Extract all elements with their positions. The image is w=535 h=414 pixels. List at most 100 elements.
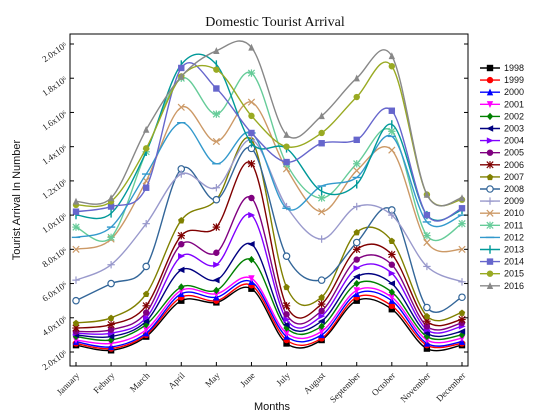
data-point [282, 321, 290, 328]
data-point [213, 286, 220, 295]
legend-marker [486, 209, 494, 217]
data-point [177, 231, 185, 240]
data-point [353, 273, 360, 280]
data-point [142, 125, 150, 133]
data-point [248, 112, 255, 120]
data-point [423, 211, 431, 219]
series-line-2012 [75, 122, 463, 239]
data-point [318, 112, 325, 120]
data-point [388, 127, 396, 135]
legend-marker [486, 101, 494, 108]
data-point [213, 249, 220, 256]
legend-marker [486, 221, 494, 229]
data-point [72, 223, 80, 231]
data-point [283, 316, 291, 323]
legend-label: 2009 [504, 196, 524, 206]
data-point [423, 345, 431, 352]
data-point [283, 158, 290, 166]
data-point [353, 74, 360, 82]
data-point [142, 219, 150, 228]
legend-item-2000: 2000 [480, 87, 524, 97]
data-point [107, 194, 115, 202]
data-point [283, 143, 290, 150]
data-point [388, 63, 396, 70]
x-tick-label: December [434, 370, 467, 403]
legend-item-2011: 2011 [480, 220, 523, 230]
data-point [423, 190, 431, 198]
legend-marker [486, 161, 494, 169]
data-point [423, 323, 431, 330]
legend-label: 2007 [504, 172, 524, 182]
data-point [142, 290, 150, 298]
y-tick-label: 2.0x10⁶ [40, 348, 69, 372]
data-point [142, 262, 150, 271]
data-point [212, 223, 221, 231]
legend-label: 2002 [504, 111, 524, 121]
legend-item-2015: 2015 [480, 269, 524, 279]
legend-label: 2010 [504, 208, 524, 218]
data-point [352, 238, 361, 247]
data-point [107, 333, 115, 340]
data-point [458, 309, 466, 316]
data-point [72, 245, 80, 253]
data-point [318, 294, 325, 301]
data-point [248, 211, 256, 219]
data-point [107, 326, 115, 333]
data-point [247, 241, 255, 248]
legend-marker [486, 197, 494, 205]
data-point [423, 238, 431, 247]
legend-marker [486, 282, 494, 289]
data-point [283, 130, 290, 138]
legend-item-1999: 1999 [480, 75, 524, 85]
legend-label: 2003 [504, 124, 524, 134]
data-point [212, 137, 220, 146]
data-point [388, 146, 396, 154]
data-point [178, 217, 185, 224]
legend-item-2008: 2008 [480, 184, 524, 194]
data-point [177, 266, 185, 274]
data-point [212, 110, 221, 118]
y-tick-label: 1.6x10⁶ [40, 108, 69, 132]
legend-marker [486, 88, 494, 96]
data-point [212, 195, 221, 204]
x-tick-label: November [398, 370, 432, 404]
data-point [178, 72, 185, 80]
legend-item-2005: 2005 [480, 148, 524, 158]
data-point [213, 261, 221, 268]
data-point [317, 318, 325, 325]
legend-item-2013: 2013 [480, 245, 524, 255]
data-point [213, 47, 220, 55]
x-tick-label: March [128, 370, 152, 394]
data-point [178, 283, 185, 291]
series-line-2006 [75, 161, 463, 329]
data-point [317, 235, 326, 243]
data-point [178, 64, 185, 72]
x-tick-label: October [370, 370, 398, 398]
data-point [353, 264, 361, 272]
series-2001 [72, 275, 466, 348]
y-tick-label: 1.8x10⁶ [40, 74, 69, 98]
legend-item-2007: 2007 [480, 172, 524, 182]
data-point [353, 245, 361, 254]
legend-item-2001: 2001 [480, 99, 524, 109]
data-point [107, 203, 115, 210]
legend-marker [486, 112, 494, 121]
series-2008 [72, 144, 466, 313]
data-point [282, 302, 291, 310]
series-2014 [72, 61, 466, 222]
legend-label: 2006 [504, 160, 524, 170]
legend-item-2010: 2010 [480, 208, 524, 218]
legend-item-2009: 2009 [480, 196, 524, 206]
data-point [107, 314, 115, 321]
data-point [212, 276, 220, 284]
legend-marker [486, 137, 494, 144]
data-point [248, 285, 255, 292]
data-point [423, 303, 431, 312]
data-point [318, 322, 325, 331]
data-point [283, 283, 290, 291]
data-point [142, 326, 150, 334]
data-point [388, 52, 396, 60]
x-tick-label: Febury [91, 370, 116, 395]
data-point [388, 288, 396, 296]
legend-label: 2011 [504, 220, 523, 230]
